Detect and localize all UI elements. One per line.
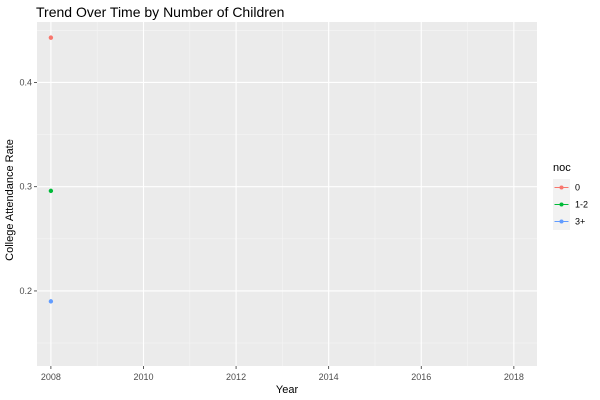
- x-tick-label: 2012: [226, 372, 246, 382]
- x-axis-title: Year: [276, 384, 299, 396]
- chart-title: Trend Over Time by Number of Children: [36, 4, 285, 20]
- legend-label: 3+: [575, 217, 585, 227]
- legend-keys: 0 1-2 3+: [553, 179, 588, 230]
- x-tick-label: 2016: [411, 372, 431, 382]
- x-tick-label: 2018: [504, 372, 524, 382]
- y-tick-label: 0.4: [19, 77, 32, 87]
- data-points: [48, 35, 54, 304]
- minor-gridlines: [37, 22, 537, 366]
- data-point-1-2: [48, 188, 54, 194]
- legend-key-point: [559, 185, 564, 190]
- legend-label: 0: [575, 183, 580, 193]
- legend-label: 1-2: [575, 200, 588, 210]
- x-axis: 2008 2010 2012 2014 2016 2018: [41, 366, 524, 382]
- x-tick-label: 2014: [319, 372, 339, 382]
- legend-key-point: [559, 202, 564, 207]
- x-tick-label: 2010: [133, 372, 153, 382]
- y-axis: 0.2 0.3 0.4: [19, 77, 37, 296]
- y-axis-title: College Attendance Rate: [4, 139, 16, 261]
- y-tick-label: 0.3: [19, 182, 32, 192]
- legend: noc 0 1-2 3+: [553, 162, 588, 230]
- legend-key-point: [559, 219, 564, 224]
- data-point-0: [48, 35, 54, 40]
- major-gridlines: [37, 22, 537, 366]
- y-tick-label: 0.2: [19, 286, 32, 296]
- legend-title: noc: [553, 162, 571, 174]
- plot-panel: [37, 22, 537, 366]
- x-tick-label: 2008: [41, 372, 61, 382]
- data-point-3+: [48, 299, 54, 304]
